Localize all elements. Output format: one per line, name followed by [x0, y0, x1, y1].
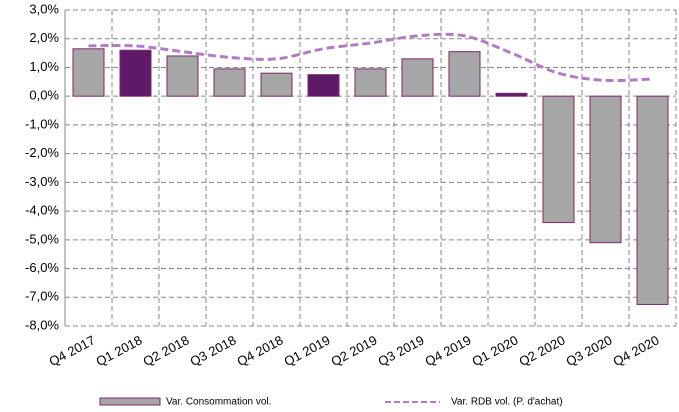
x-tick-label: Q2 2019 [328, 332, 379, 369]
line [88, 32, 653, 83]
y-tick-label: -1,0% [25, 116, 59, 131]
x-tick-label: Q2 2020 [516, 332, 567, 369]
y-tick-label: -7,0% [25, 289, 59, 304]
x-tick-label: Q3 2019 [375, 332, 426, 369]
legend-label: Var. RDB vol. (P. d'achat) [451, 397, 563, 408]
y-tick-label: -8,0% [25, 317, 59, 332]
y-tick-label: 2,0% [29, 30, 59, 45]
legend-label: Var. Consommation vol. [166, 397, 271, 408]
x-tick-label: Q1 2020 [469, 332, 520, 369]
bar [119, 49, 152, 97]
x-tick-label: Q3 2018 [187, 332, 238, 369]
x-tick-label: Q1 2019 [281, 332, 332, 369]
x-tick-label: Q4 2019 [422, 332, 473, 369]
x-tick-label: Q4 2020 [610, 332, 661, 369]
y-tick-label: -3,0% [25, 174, 59, 189]
bar [166, 55, 199, 97]
x-tick-label: Q3 2020 [563, 332, 614, 369]
y-tick-label: -5,0% [25, 231, 59, 246]
x-tick-label: Q4 2018 [234, 332, 285, 369]
bar [260, 72, 293, 97]
y-tick-label: -6,0% [25, 260, 59, 275]
legend-swatch [99, 397, 161, 406]
bar [495, 92, 528, 97]
bar [354, 68, 387, 97]
bar [401, 58, 434, 97]
bar [448, 51, 481, 97]
bar [72, 48, 105, 97]
bar [213, 68, 246, 97]
x-tick-label: Q4 2017 [46, 332, 97, 369]
y-tick-label: -4,0% [25, 203, 59, 218]
y-tick-label: 1,0% [29, 59, 59, 74]
x-tick-label: Q2 2018 [140, 332, 191, 369]
bar [307, 74, 340, 97]
y-tick-label: 3,0% [29, 1, 59, 16]
bar [542, 95, 575, 224]
bar [589, 95, 622, 244]
y-tick-label: -2,0% [25, 145, 59, 160]
y-tick-label: 0,0% [29, 88, 59, 103]
bar [636, 95, 669, 305]
x-tick-label: Q1 2018 [93, 332, 144, 369]
